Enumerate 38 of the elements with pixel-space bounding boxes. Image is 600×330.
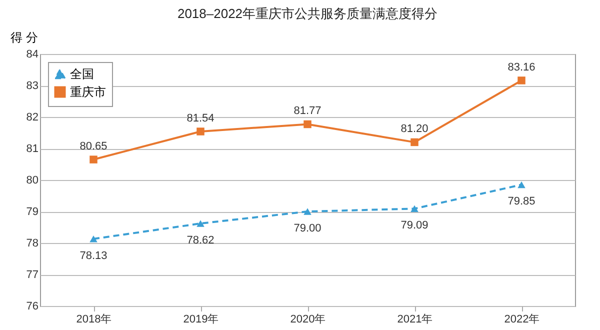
y-tick-label: 83 bbox=[26, 80, 38, 92]
point bbox=[304, 208, 312, 215]
y-tick-label: 76 bbox=[26, 300, 38, 312]
data-label: 79.09 bbox=[400, 220, 428, 232]
point bbox=[410, 138, 418, 146]
chart-title: 2018–2022年重庆市公共服务质量满意度得分 bbox=[177, 6, 438, 21]
y-tick-label: 82 bbox=[26, 112, 38, 124]
point bbox=[90, 156, 98, 164]
data-label: 79.00 bbox=[294, 222, 322, 234]
data-label: 80.65 bbox=[80, 140, 108, 153]
y-tick-label: 77 bbox=[26, 269, 38, 281]
y-tick-label: 84 bbox=[26, 48, 38, 60]
data-label: 79.85 bbox=[508, 196, 536, 208]
y-tick-label: 79 bbox=[26, 206, 38, 218]
point bbox=[90, 236, 98, 242]
data-label: 81.77 bbox=[294, 105, 322, 118]
x-tick-label: 2021年 bbox=[397, 314, 433, 326]
x-tick-label: 2022年 bbox=[504, 314, 540, 326]
data-label: 78.62 bbox=[186, 234, 214, 246]
point bbox=[410, 205, 418, 212]
y-tick-label: 81 bbox=[26, 143, 38, 155]
data-label: 83.16 bbox=[508, 61, 536, 74]
y-axis-title: 得 分 bbox=[10, 30, 38, 44]
point bbox=[518, 76, 526, 84]
data-label: 81.20 bbox=[400, 123, 428, 136]
point bbox=[196, 220, 204, 227]
data-label: 78.13 bbox=[80, 250, 108, 262]
legend-label: 重庆市 bbox=[70, 85, 106, 99]
y-tick-label: 80 bbox=[26, 174, 38, 186]
y-tick-label: 78 bbox=[26, 238, 38, 250]
x-tick-label: 2018年 bbox=[76, 314, 112, 326]
point bbox=[304, 120, 312, 128]
x-tick-label: 2020年 bbox=[290, 314, 326, 326]
point bbox=[196, 128, 204, 136]
legend-label: 全国 bbox=[70, 67, 94, 81]
data-label: 81.54 bbox=[186, 112, 214, 124]
point bbox=[518, 181, 526, 188]
x-tick-label: 2019年 bbox=[183, 314, 219, 326]
